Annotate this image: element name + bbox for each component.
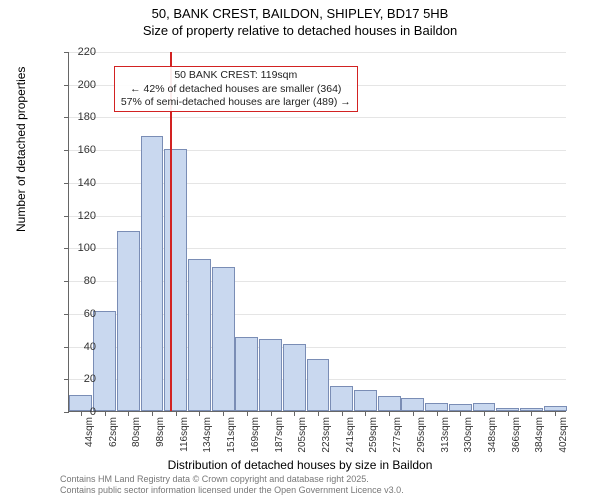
xtick-label: 348sqm — [487, 417, 498, 462]
ytick-label: 80 — [66, 275, 96, 287]
ytick-label: 160 — [66, 144, 96, 156]
xtick-label: 223sqm — [321, 417, 332, 462]
ytick-label: 180 — [66, 111, 96, 123]
xtick-mark — [555, 411, 556, 416]
histogram-bar — [283, 344, 306, 411]
xtick-mark — [531, 411, 532, 416]
xtick-label: 62sqm — [108, 417, 119, 462]
xtick-label: 44sqm — [84, 417, 95, 462]
xtick-label: 187sqm — [274, 417, 285, 462]
plot-area: 44sqm62sqm80sqm98sqm116sqm134sqm151sqm16… — [68, 52, 566, 412]
xtick-label: 151sqm — [226, 417, 237, 462]
gridline — [69, 117, 566, 118]
x-axis-label: Distribution of detached houses by size … — [0, 458, 600, 472]
xtick-label: 277sqm — [392, 417, 403, 462]
xtick-label: 98sqm — [155, 417, 166, 462]
histogram-bar — [235, 337, 258, 411]
xtick-label: 134sqm — [202, 417, 213, 462]
xtick-label: 205sqm — [297, 417, 308, 462]
ytick-label: 100 — [66, 242, 96, 254]
histogram-bar — [188, 259, 211, 411]
xtick-mark — [247, 411, 248, 416]
histogram-bar — [259, 339, 282, 411]
xtick-mark — [318, 411, 319, 416]
histogram-bar — [164, 149, 187, 411]
xtick-mark — [199, 411, 200, 416]
ytick-label: 40 — [66, 341, 96, 353]
xtick-label: 259sqm — [368, 417, 379, 462]
histogram-bar — [212, 267, 235, 411]
annotation-box: 50 BANK CREST: 119sqm← 42% of detached h… — [114, 66, 358, 111]
xtick-mark — [437, 411, 438, 416]
histogram-bar — [378, 396, 401, 411]
ytick-label: 220 — [66, 46, 96, 58]
histogram-bar — [117, 231, 140, 411]
page-subtitle: Size of property relative to detached ho… — [0, 23, 600, 40]
xtick-label: 169sqm — [250, 417, 261, 462]
ytick-label: 0 — [66, 406, 96, 418]
ytick-label: 120 — [66, 210, 96, 222]
xtick-label: 330sqm — [463, 417, 474, 462]
xtick-mark — [508, 411, 509, 416]
y-axis-label: Number of detached properties — [14, 67, 28, 232]
xtick-mark — [342, 411, 343, 416]
xtick-mark — [128, 411, 129, 416]
gridline — [69, 52, 566, 53]
xtick-mark — [389, 411, 390, 416]
xtick-mark — [105, 411, 106, 416]
xtick-mark — [271, 411, 272, 416]
xtick-label: 116sqm — [179, 417, 190, 462]
xtick-mark — [152, 411, 153, 416]
histogram-bar — [425, 403, 448, 411]
xtick-mark — [176, 411, 177, 416]
xtick-label: 295sqm — [416, 417, 427, 462]
xtick-label: 313sqm — [440, 417, 451, 462]
xtick-mark — [484, 411, 485, 416]
histogram-bar — [401, 398, 424, 411]
xtick-label: 384sqm — [534, 417, 545, 462]
annotation-line: ← 42% of detached houses are smaller (36… — [121, 83, 351, 96]
histogram-bar — [354, 390, 377, 411]
xtick-label: 80sqm — [131, 417, 142, 462]
xtick-label: 366sqm — [511, 417, 522, 462]
ytick-label: 200 — [66, 79, 96, 91]
annotation-line: 50 BANK CREST: 119sqm — [121, 69, 351, 82]
histogram-bar — [473, 403, 496, 411]
ytick-label: 20 — [66, 373, 96, 385]
xtick-mark — [413, 411, 414, 416]
ytick-label: 60 — [66, 308, 96, 320]
xtick-label: 241sqm — [345, 417, 356, 462]
histogram-bar — [307, 359, 330, 411]
xtick-mark — [294, 411, 295, 416]
annotation-line: 57% of semi-detached houses are larger (… — [121, 96, 351, 109]
histogram-bar — [93, 311, 116, 411]
xtick-mark — [365, 411, 366, 416]
xtick-label: 402sqm — [558, 417, 569, 462]
xtick-mark — [223, 411, 224, 416]
histogram-bar — [330, 386, 353, 411]
footer-line-1: Contains HM Land Registry data © Crown c… — [60, 474, 404, 485]
histogram-chart: 44sqm62sqm80sqm98sqm116sqm134sqm151sqm16… — [68, 52, 566, 412]
footer-line-2: Contains public sector information licen… — [60, 485, 404, 496]
histogram-bar — [141, 136, 164, 411]
xtick-mark — [460, 411, 461, 416]
page-title-address: 50, BANK CREST, BAILDON, SHIPLEY, BD17 5… — [0, 6, 600, 23]
ytick-label: 140 — [66, 177, 96, 189]
attribution-footer: Contains HM Land Registry data © Crown c… — [60, 474, 404, 496]
